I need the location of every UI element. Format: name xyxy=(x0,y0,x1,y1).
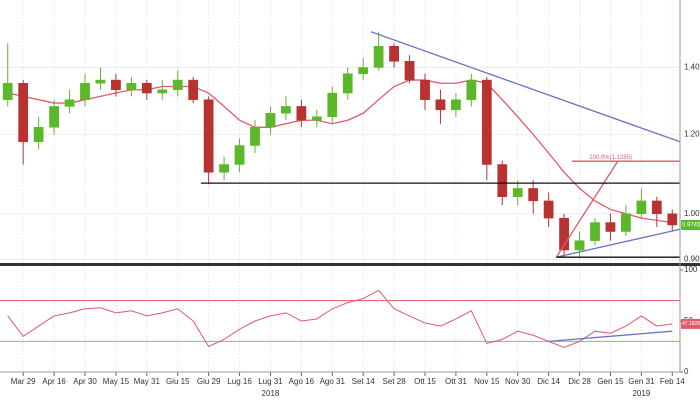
candle-body xyxy=(311,116,322,121)
last-price-tag xyxy=(681,219,700,230)
candle-body xyxy=(250,127,260,146)
x-tick-label: Dic 28 xyxy=(568,377,591,386)
moving-average xyxy=(7,79,673,224)
rsi-last-tag xyxy=(681,318,700,329)
x-tick-label: Gen 15 xyxy=(597,377,624,386)
candle-body xyxy=(111,79,121,91)
x-tick-label: Nov 30 xyxy=(505,377,531,386)
x-tick-label: Set 28 xyxy=(383,377,407,386)
candle-body xyxy=(651,200,662,215)
candle-body xyxy=(327,92,338,117)
candle-body xyxy=(281,106,291,114)
candle-body xyxy=(141,83,152,94)
candle-body xyxy=(559,217,569,251)
candle-body xyxy=(435,99,446,111)
rsi-last-label: 47.1828 xyxy=(682,321,700,327)
y-tick-label: 0.90 xyxy=(684,255,700,264)
x-tick-label: May 15 xyxy=(103,377,130,386)
candle-body xyxy=(404,61,415,81)
year-label: 2018 xyxy=(262,389,280,398)
candle-body xyxy=(2,83,13,100)
last-price-label: 0.9745 xyxy=(682,223,700,229)
trendline xyxy=(370,31,681,143)
x-tick-label: Apr 30 xyxy=(73,377,97,386)
candle-body xyxy=(528,188,539,202)
y2-tick-label: 0 xyxy=(684,367,689,376)
trendline xyxy=(555,160,619,258)
candle-body xyxy=(234,145,245,165)
candle-body xyxy=(188,79,199,100)
candle-body xyxy=(64,99,75,107)
candle-body xyxy=(373,45,384,68)
candle-body xyxy=(80,83,90,100)
year-label: 2019 xyxy=(632,389,650,398)
candle-body xyxy=(497,164,508,197)
candle-body xyxy=(18,83,29,143)
candle-body xyxy=(389,45,399,62)
candle-body xyxy=(296,106,307,121)
candle-body xyxy=(49,106,59,128)
candle-body xyxy=(512,188,523,197)
y-tick-label: 1.20 xyxy=(684,130,700,139)
annotation: 100.0%(1.1285) xyxy=(589,155,632,161)
x-tick-label: Nov 15 xyxy=(474,377,500,386)
x-tick-label: Ott 15 xyxy=(414,377,436,386)
candle-body xyxy=(466,79,477,100)
candle-body xyxy=(590,222,600,241)
candle-body xyxy=(621,213,631,232)
x-tick-label: Apr 16 xyxy=(42,377,66,386)
candle-body xyxy=(172,79,183,91)
candle-body xyxy=(342,73,353,94)
candle-body xyxy=(667,213,678,226)
candle-body xyxy=(358,67,369,74)
candle-body xyxy=(420,79,430,100)
x-tick-label: Ago 16 xyxy=(289,377,315,386)
y-tick-label: 1.40 xyxy=(684,63,700,72)
candle-body xyxy=(574,240,585,251)
rsi-trendline xyxy=(548,330,673,343)
x-tick-label: May 31 xyxy=(134,377,161,386)
x-tick-label: Feb 14 xyxy=(660,377,685,386)
x-tick-label: Giu 15 xyxy=(166,377,190,386)
candle-body xyxy=(605,222,616,232)
x-tick-label: Giu 29 xyxy=(197,377,221,386)
candle-body xyxy=(157,89,168,94)
candle-body xyxy=(33,127,44,143)
rsi-line xyxy=(7,289,673,349)
trendline xyxy=(556,228,681,258)
y2-tick-label: 100 xyxy=(684,265,698,274)
candle-body xyxy=(203,99,214,173)
candle-body xyxy=(636,200,647,215)
candle-body xyxy=(95,79,106,84)
x-tick-label: Gen 31 xyxy=(628,377,655,386)
x-tick-label: Ott 31 xyxy=(445,377,467,386)
panel-separator xyxy=(0,263,700,266)
x-tick-label: Set 14 xyxy=(352,377,376,386)
x-tick-label: Lug 31 xyxy=(258,377,283,386)
candle-body xyxy=(265,113,276,128)
candle-body xyxy=(543,200,554,219)
candle-body xyxy=(481,79,492,165)
x-tick-label: Lug 16 xyxy=(227,377,252,386)
x-tick-label: Mar 29 xyxy=(11,377,36,386)
x-tick-label: Ago 31 xyxy=(320,377,346,386)
x-tick-label: Dic 14 xyxy=(537,377,560,386)
candle-body xyxy=(451,99,461,111)
candle-body xyxy=(126,83,137,91)
candle-body xyxy=(219,164,229,173)
y-tick-label: 1.00 xyxy=(684,209,700,218)
